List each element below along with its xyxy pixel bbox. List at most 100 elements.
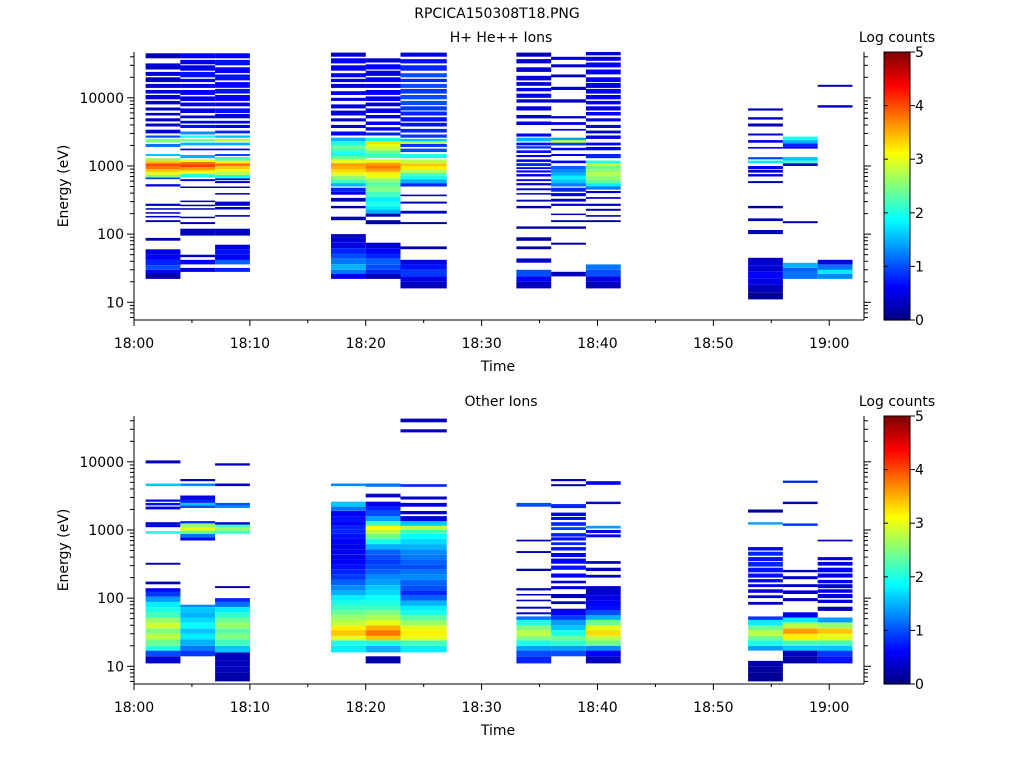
heatmap-cell [516, 588, 552, 591]
colorbar-segment [884, 448, 910, 452]
heatmap-cell [215, 228, 250, 236]
heatmap-cell [551, 573, 586, 578]
x-tick-label: 18:50 [693, 700, 733, 716]
x-tick-label: 18:50 [693, 336, 733, 352]
heatmap-cell [331, 104, 366, 109]
heatmap-cell [748, 230, 783, 235]
heatmap-cell [782, 480, 818, 483]
heatmap-cell [180, 521, 216, 524]
heatmap-cell [145, 628, 181, 634]
colorbar-segment [884, 108, 910, 112]
colorbar-segment [884, 167, 910, 171]
heatmap-cell [585, 281, 621, 289]
heatmap-cell [215, 148, 250, 151]
heatmap-cell [365, 525, 401, 530]
colorbar-segment [884, 223, 910, 227]
heatmap-cell [215, 178, 250, 181]
heatmap-cell [400, 148, 447, 153]
heatmap-cell [215, 53, 250, 59]
heatmap-cell [400, 418, 447, 423]
heatmap-cell [145, 617, 181, 623]
heatmap-cell [551, 198, 586, 202]
heatmap-cell [551, 147, 586, 151]
heatmap-cell [145, 174, 181, 178]
colorbar-segment [884, 68, 910, 72]
heatmap-cell [180, 527, 216, 531]
heatmap-cell [215, 201, 250, 206]
heatmap-cell [400, 484, 447, 487]
heatmap-cell [748, 616, 783, 620]
heatmap-cell [782, 645, 818, 651]
heatmap-cell [331, 605, 366, 611]
heatmap-cell [145, 639, 181, 646]
heatmap-cell [585, 191, 621, 194]
heatmap-cell [145, 129, 181, 134]
heatmap-cell [782, 650, 818, 657]
heatmap-cell [585, 147, 621, 151]
heatmap-cell [817, 259, 853, 265]
heatmap-cell [516, 115, 552, 119]
heatmap-cell [180, 170, 216, 175]
heatmap-cell [215, 160, 250, 164]
colorbar-segment [884, 242, 910, 246]
heatmap-cell [516, 635, 552, 641]
heatmap-cell [782, 656, 818, 664]
heatmap-cell [516, 159, 552, 162]
heatmap-cell [400, 73, 447, 78]
heatmap-cell [331, 183, 366, 187]
heatmap-cell [748, 666, 783, 673]
heatmap-cell [331, 590, 366, 596]
heatmap-cell [331, 258, 366, 265]
heatmap-cell [215, 524, 250, 528]
colorbar-segment [884, 253, 910, 257]
heatmap-cell [180, 650, 216, 657]
heatmap-cell [400, 128, 447, 133]
heatmap-cell [180, 537, 216, 541]
heatmap-cell [365, 186, 401, 192]
colorbar-segment [884, 646, 910, 650]
heatmap-cell [748, 157, 783, 160]
colorbar-segment [884, 81, 910, 85]
heatmap-cell [145, 220, 181, 223]
heatmap-cell [145, 254, 181, 260]
heatmap-cell [516, 616, 552, 620]
heatmap-cell [180, 159, 216, 162]
heatmap-cell [551, 640, 586, 646]
heatmap-cell [400, 246, 447, 250]
colorbar-segment [884, 303, 910, 308]
colorbar-label: Log counts [859, 30, 935, 46]
colorbar-segment [884, 659, 910, 664]
heatmap-cell [331, 152, 366, 157]
heatmap-cell [365, 209, 401, 214]
heatmap-cell [180, 138, 216, 142]
heatmap-cell [145, 208, 181, 210]
heatmap-cell [215, 135, 250, 138]
colorbar-segment [884, 137, 910, 142]
colorbar-segment [884, 54, 910, 58]
heatmap-cell [145, 77, 181, 83]
heatmap-cell [180, 78, 216, 83]
heatmap-cell [748, 579, 783, 583]
y-tick-label: 10 [106, 295, 124, 311]
heatmap-cell [400, 183, 447, 187]
heatmap-cell [180, 186, 216, 188]
colorbar-segment [884, 57, 910, 61]
heatmap-cell [215, 95, 250, 101]
colorbar-segment [884, 127, 910, 131]
colorbar-segment [884, 416, 910, 420]
heatmap-cell [365, 90, 401, 95]
heatmap-cell [585, 95, 621, 100]
colorbar-segment [884, 132, 910, 136]
heatmap-cell [400, 138, 447, 142]
colorbar-segment [884, 681, 910, 685]
heatmap-cell [215, 672, 250, 682]
colorbar-segment [884, 531, 910, 535]
heatmap-cell [585, 154, 621, 159]
heatmap-cell [551, 542, 586, 546]
y-tick-label: 1000 [88, 523, 124, 539]
colorbar-segment [884, 215, 910, 219]
heatmap-cell [400, 516, 447, 522]
heatmap-cell [331, 585, 366, 591]
heatmap-cell [145, 460, 181, 464]
colorbar-segment [884, 520, 910, 524]
